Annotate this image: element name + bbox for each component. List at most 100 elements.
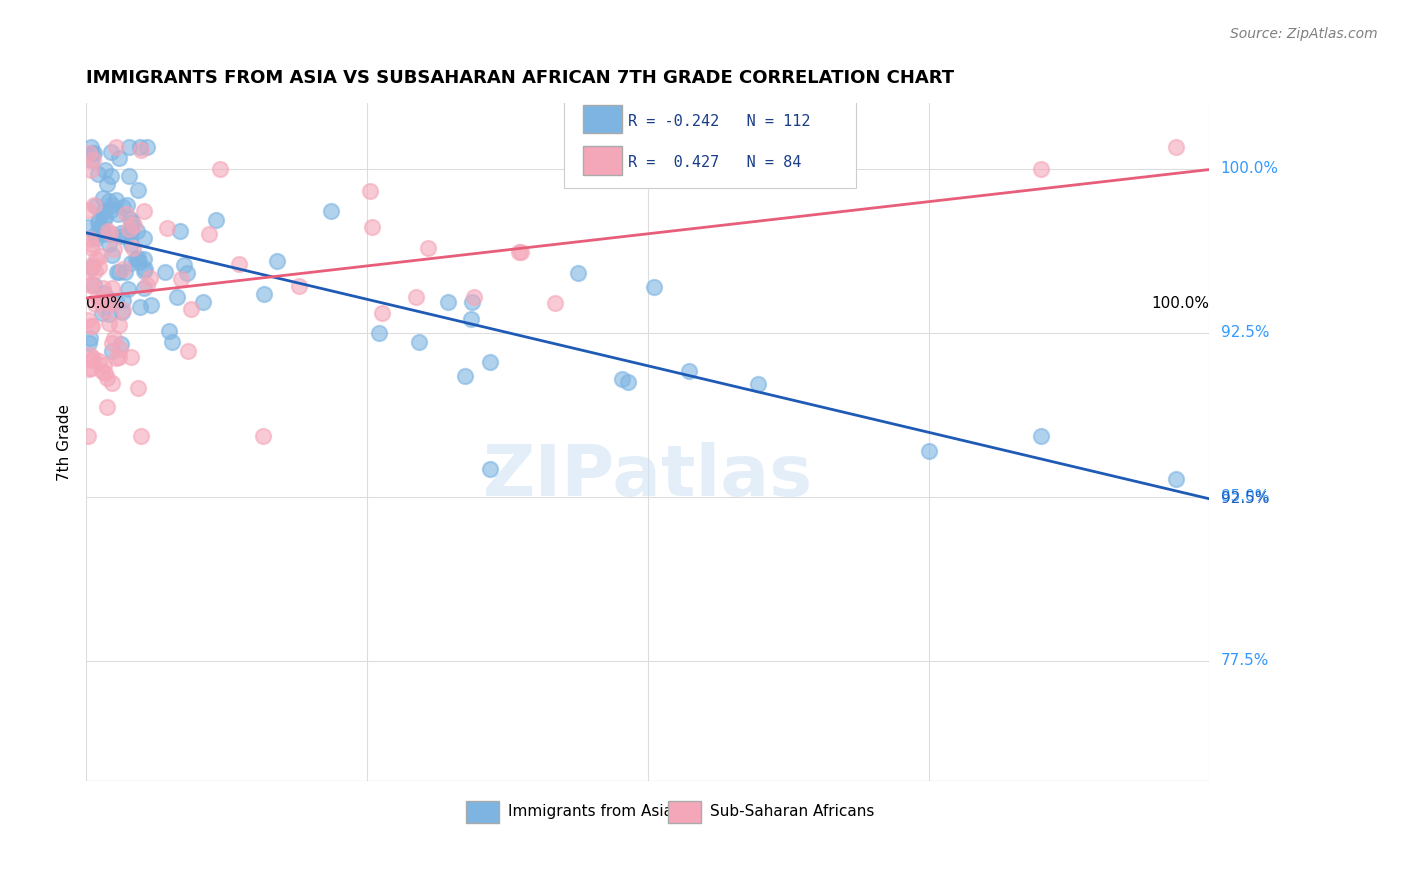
Point <box>80 162 103 177</box>
Point <box>101 248 124 262</box>
Point <box>122 241 145 255</box>
Point <box>91 190 114 204</box>
Point <box>110 337 132 351</box>
Point <box>89 260 111 274</box>
Point <box>155 220 177 235</box>
Point <box>176 266 198 280</box>
Point <box>97 307 120 321</box>
Point <box>82 258 104 272</box>
Point <box>544 296 567 310</box>
Point <box>463 290 485 304</box>
Point <box>79 278 101 293</box>
Point <box>101 344 124 359</box>
Point <box>76 220 98 235</box>
Point <box>101 335 124 350</box>
Point <box>510 244 533 259</box>
Point <box>87 293 110 308</box>
Point <box>103 242 125 256</box>
Point <box>129 140 152 154</box>
Point <box>180 301 202 316</box>
Point <box>134 252 156 266</box>
Point <box>135 140 157 154</box>
Point <box>479 461 502 475</box>
Point <box>77 145 100 160</box>
Point <box>98 194 121 208</box>
Point <box>97 295 120 310</box>
Point <box>169 224 191 238</box>
Point <box>120 211 142 226</box>
Point <box>478 355 501 369</box>
Point <box>100 202 122 217</box>
Point <box>80 260 103 274</box>
Point <box>83 197 105 211</box>
Text: R = -0.242   N = 112: R = -0.242 N = 112 <box>627 114 810 128</box>
Point <box>368 326 391 340</box>
Text: 92.5%: 92.5% <box>1220 326 1270 341</box>
Point <box>80 319 103 334</box>
Point <box>191 295 214 310</box>
Point <box>87 221 110 235</box>
Point <box>91 364 114 378</box>
Point <box>141 298 163 312</box>
Point <box>108 265 131 279</box>
Point <box>124 218 146 232</box>
Text: 0.0%: 0.0% <box>87 296 125 311</box>
Point <box>120 224 142 238</box>
Point <box>253 287 276 301</box>
Point <box>89 213 111 227</box>
Point <box>83 278 105 293</box>
Point <box>89 249 111 263</box>
Point <box>79 232 101 246</box>
Point <box>76 313 98 327</box>
Point <box>198 227 221 241</box>
Point <box>100 227 122 241</box>
Point <box>91 281 114 295</box>
Point <box>94 366 117 380</box>
Point <box>104 293 127 308</box>
Point <box>79 348 101 362</box>
Point <box>173 258 195 272</box>
Point <box>127 381 149 395</box>
Point <box>209 162 232 177</box>
Point <box>82 153 104 168</box>
Text: 100.0%: 100.0% <box>1152 296 1209 311</box>
Point <box>93 204 115 219</box>
Point <box>111 262 134 277</box>
Point <box>177 344 200 359</box>
FancyBboxPatch shape <box>465 801 499 823</box>
Point <box>127 183 149 197</box>
Point <box>118 140 141 154</box>
Point <box>252 428 274 442</box>
Point <box>228 257 250 271</box>
Point <box>80 361 103 376</box>
Point <box>114 265 136 279</box>
Point <box>87 289 110 303</box>
Point <box>105 193 128 207</box>
Point <box>408 335 430 350</box>
Point <box>79 277 101 292</box>
Point <box>84 264 107 278</box>
Text: ZIPatlas: ZIPatlas <box>482 442 813 510</box>
Point <box>91 306 114 320</box>
Point <box>84 227 107 242</box>
Point <box>94 302 117 317</box>
Point <box>112 302 135 317</box>
Point <box>105 265 128 279</box>
Point <box>319 204 342 219</box>
Point <box>128 300 150 314</box>
Point <box>359 185 381 199</box>
Point <box>117 282 139 296</box>
Point <box>82 145 104 160</box>
Point <box>111 228 134 243</box>
Point <box>643 280 665 294</box>
Point <box>139 271 162 285</box>
Point <box>125 252 148 267</box>
Point <box>747 376 769 391</box>
Point <box>115 207 138 221</box>
Point <box>100 145 122 160</box>
Point <box>120 236 142 251</box>
Point <box>80 140 103 154</box>
Point <box>1029 161 1052 176</box>
Point <box>159 324 181 338</box>
Point <box>98 226 121 240</box>
